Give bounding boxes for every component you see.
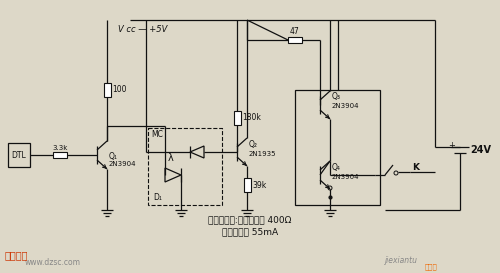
Text: 2N1935: 2N1935	[249, 151, 276, 157]
Text: 180k: 180k	[242, 114, 261, 123]
Text: 39k: 39k	[252, 180, 266, 189]
Text: 3.3k: 3.3k	[52, 144, 68, 150]
Text: λ: λ	[168, 153, 174, 163]
Bar	[53, 152, 67, 158]
Text: www.dzsc.com: www.dzsc.com	[25, 258, 81, 267]
Text: Q₂: Q₂	[249, 140, 258, 149]
Text: 100: 100	[112, 85, 126, 94]
Bar	[148, 128, 222, 205]
Text: K: K	[412, 163, 419, 172]
Bar	[8, 143, 30, 167]
Text: 2N3904: 2N3904	[109, 161, 136, 167]
Text: DTL: DTL	[12, 150, 26, 159]
Text: Q₁: Q₁	[109, 152, 118, 161]
Text: jiexiantu: jiexiantu	[385, 256, 418, 265]
Bar	[295, 90, 380, 205]
Text: MC: MC	[151, 130, 163, 139]
Bar	[244, 178, 250, 192]
Text: +: +	[448, 141, 455, 150]
Text: 2N3904: 2N3904	[332, 174, 359, 180]
Bar	[288, 37, 302, 43]
Text: 47: 47	[290, 28, 300, 37]
Text: D₁: D₁	[153, 193, 162, 202]
Text: V cc — +5V: V cc — +5V	[118, 25, 168, 34]
Bar	[104, 83, 110, 97]
Text: 2N3904: 2N3904	[332, 103, 359, 109]
Text: Q₄: Q₄	[332, 163, 341, 172]
Text: 动作电流为 55mA: 动作电流为 55mA	[222, 227, 278, 236]
Bar	[234, 111, 240, 125]
Text: 24V: 24V	[470, 145, 491, 155]
Text: 接线图: 接线图	[425, 263, 438, 270]
Text: 维库一下: 维库一下	[5, 250, 28, 260]
Text: Q₃: Q₃	[332, 92, 341, 101]
Text: 继电器持性:线圈阻抗为 400Ω: 继电器持性:线圈阻抗为 400Ω	[208, 215, 292, 224]
